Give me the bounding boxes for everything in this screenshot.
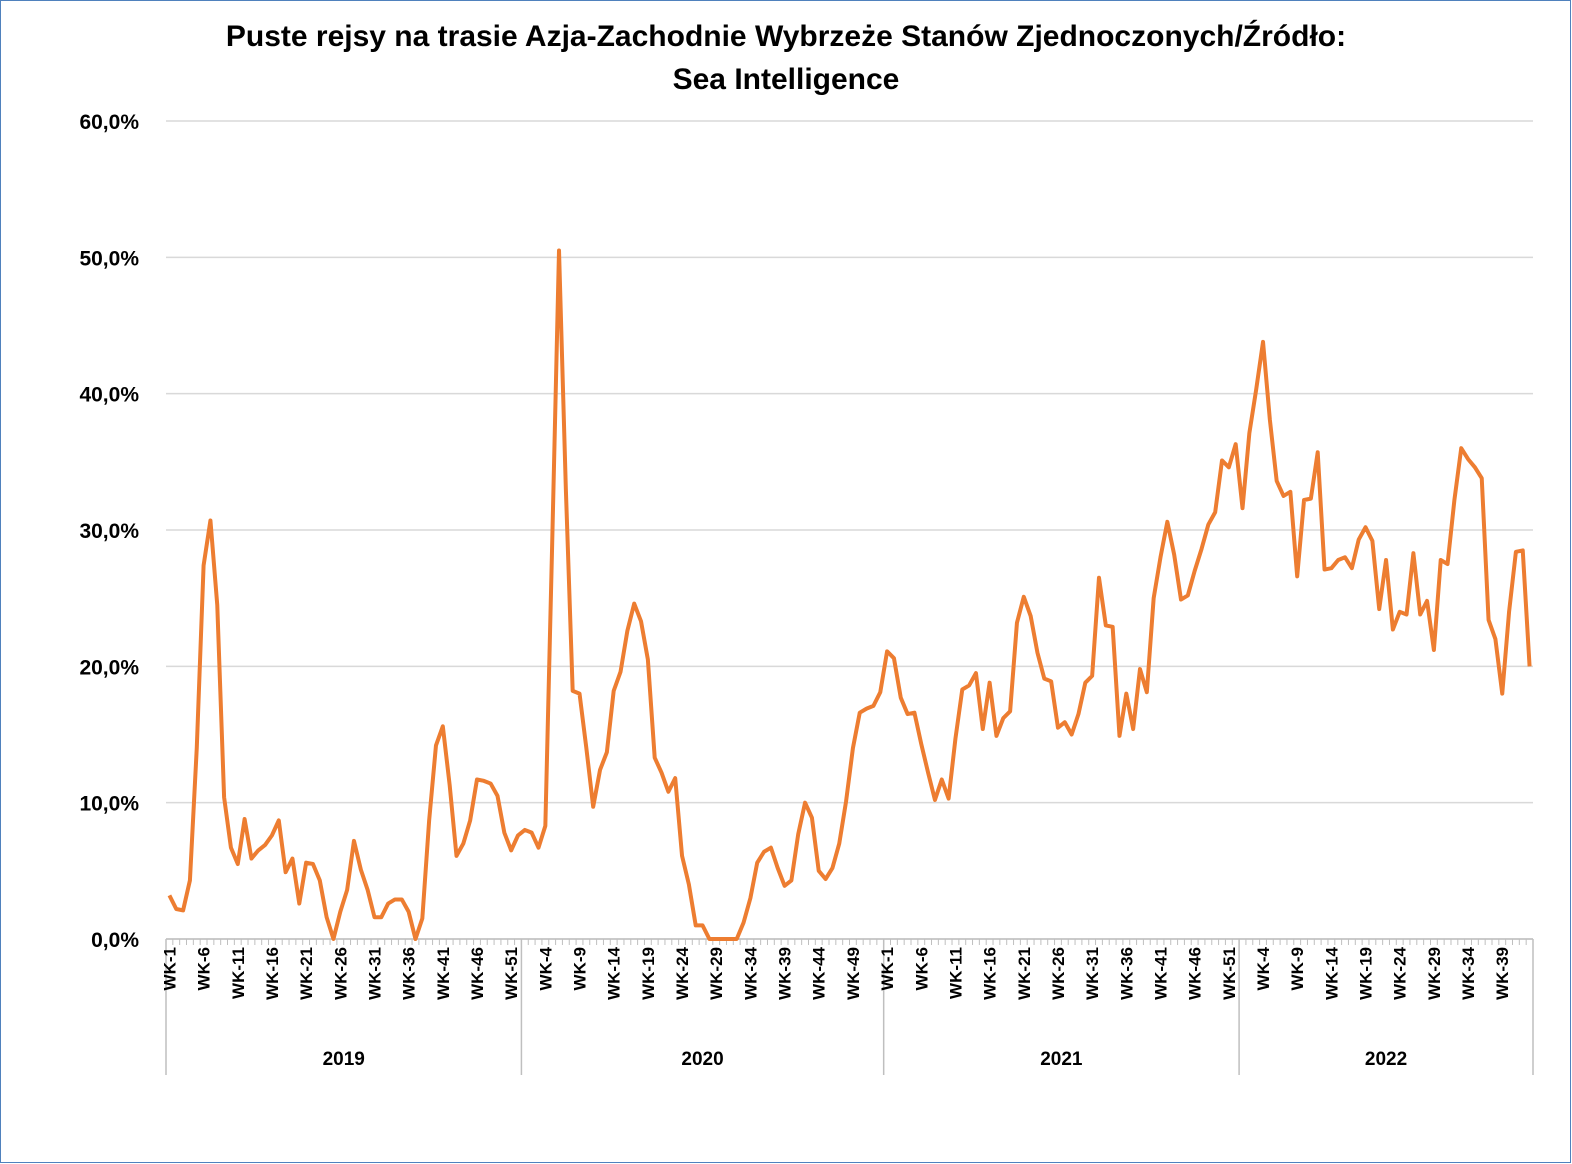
x-tick-label: WK-1 bbox=[160, 947, 179, 990]
x-tick-label: WK-31 bbox=[365, 947, 384, 1000]
x-tick-label: WK-31 bbox=[1083, 947, 1102, 1000]
x-tick-label: WK-34 bbox=[1459, 946, 1478, 999]
x-tick-label: WK-19 bbox=[639, 947, 658, 1000]
x-tick-label: WK-29 bbox=[707, 947, 726, 1000]
x-tick-label: WK-21 bbox=[297, 947, 316, 1000]
group-label: 2019 bbox=[323, 1049, 365, 1070]
y-tick-label: 60,0% bbox=[79, 111, 139, 134]
data-line bbox=[167, 248, 1532, 941]
x-tick-label: WK-21 bbox=[1015, 947, 1034, 1000]
x-tick-label: WK-19 bbox=[1357, 947, 1376, 1000]
x-tick-label: WK-26 bbox=[331, 947, 350, 1000]
x-tick-label: WK-51 bbox=[1220, 947, 1239, 1000]
x-tick-label: WK-14 bbox=[1322, 946, 1341, 999]
y-tick-label: 30,0% bbox=[79, 520, 139, 543]
x-tick-label: WK-46 bbox=[468, 947, 487, 1000]
x-tick-label: WK-16 bbox=[263, 947, 282, 1000]
chart-title: Sea Intelligence bbox=[673, 63, 900, 96]
x-tick-label: WK-11 bbox=[946, 947, 965, 999]
x-tick-label: WK-14 bbox=[605, 946, 624, 999]
x-tick-label: WK-6 bbox=[912, 947, 931, 990]
x-tick-label: WK-34 bbox=[741, 946, 760, 999]
x-tick-label: WK-41 bbox=[434, 947, 453, 1000]
x-tick-label: WK-46 bbox=[1186, 947, 1205, 1000]
group-label: 2021 bbox=[1040, 1049, 1083, 1070]
group-label: 2020 bbox=[681, 1049, 723, 1070]
x-tick-label: WK-44 bbox=[810, 946, 829, 999]
x-tick-label: WK-9 bbox=[571, 947, 590, 990]
x-tick-label: WK-6 bbox=[195, 947, 214, 990]
x-tick-label: WK-39 bbox=[1493, 947, 1512, 1000]
y-tick-label: 40,0% bbox=[79, 384, 139, 407]
x-tick-label: WK-11 bbox=[229, 947, 248, 999]
x-tick-label: WK-26 bbox=[1049, 947, 1068, 1000]
x-tick-label: WK-49 bbox=[844, 947, 863, 1000]
x-tick-label: WK-16 bbox=[981, 947, 1000, 1000]
x-tick-label: WK-36 bbox=[400, 947, 419, 1000]
y-tick-label: 0,0% bbox=[91, 929, 139, 952]
y-tick-label: 50,0% bbox=[79, 247, 139, 270]
x-tick-label: WK-1 bbox=[878, 947, 897, 990]
x-tick-label: WK-29 bbox=[1425, 947, 1444, 1000]
x-tick-label: WK-41 bbox=[1151, 947, 1170, 1000]
x-tick-label: WK-9 bbox=[1288, 947, 1307, 990]
group-label: 2022 bbox=[1365, 1049, 1407, 1070]
x-tick-label: WK-39 bbox=[776, 947, 795, 1000]
y-tick-label: 10,0% bbox=[79, 793, 139, 816]
x-tick-label: WK-36 bbox=[1117, 947, 1136, 1000]
x-tick-label: WK-4 bbox=[536, 946, 555, 990]
x-tick-label: WK-24 bbox=[1391, 946, 1410, 999]
chart-title: Puste rejsy na trasie Azja-Zachodnie Wyb… bbox=[226, 19, 1346, 53]
x-tick-label: WK-51 bbox=[502, 947, 521, 1000]
x-tick-label: WK-4 bbox=[1254, 946, 1273, 990]
x-tick-label: WK-24 bbox=[673, 946, 692, 999]
y-tick-label: 20,0% bbox=[79, 656, 139, 679]
